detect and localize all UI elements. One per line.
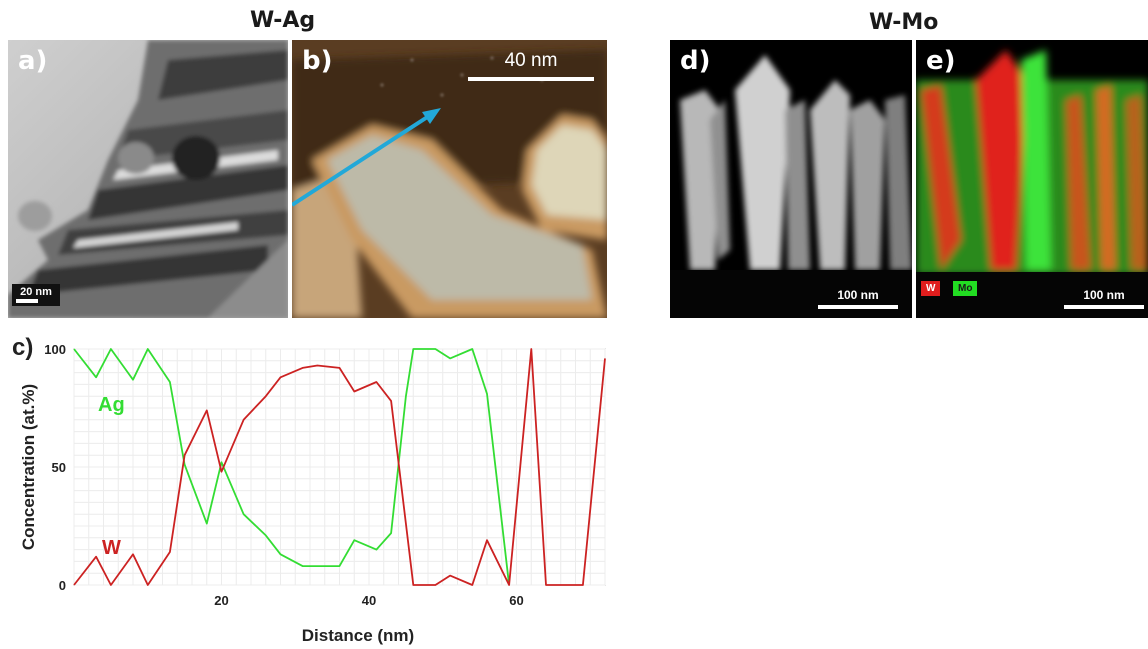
x-tick-label: 60 xyxy=(509,593,523,608)
panel-e-eds-map: e) W Mo 100 nm xyxy=(916,40,1148,318)
panel-e-label: e) xyxy=(926,46,956,76)
panel-d-label: d) xyxy=(680,46,711,76)
scale-label-b: 40 nm xyxy=(504,50,558,71)
x-tick-label: 40 xyxy=(362,593,376,608)
series-label-ag: Ag xyxy=(98,394,125,416)
panel-b-image: b) 40 nm xyxy=(292,40,607,318)
haadf-micrograph xyxy=(292,40,607,318)
profile-arrow-head xyxy=(422,108,441,124)
y-tick-label: 50 xyxy=(52,460,66,475)
scale-bar-b: 40 nm xyxy=(468,50,594,81)
chart-axes: 20 40 60 0 50 100 xyxy=(44,342,523,608)
x-tick-label: 20 xyxy=(214,593,228,608)
scale-label-e: 100 nm xyxy=(1083,288,1125,302)
scale-label-d: 100 nm xyxy=(837,288,879,302)
legend-w: W xyxy=(921,281,941,296)
w-mo-title: W-Mo xyxy=(869,10,939,35)
w-ag-title: W-Ag xyxy=(250,8,316,33)
chart-grid xyxy=(73,348,606,586)
concentration-profile-chart: c) 20 40 60 0 50 100 Ag W Distance (nm) Conce… xyxy=(12,334,606,645)
tem-micrograph xyxy=(8,40,288,318)
profile-arrow-line xyxy=(292,112,434,207)
series-line-ag xyxy=(73,348,510,586)
chart-series xyxy=(73,348,606,586)
eds-map-image xyxy=(916,50,1148,318)
series-label-w: W xyxy=(102,537,121,559)
panel-c-label: c) xyxy=(12,334,33,361)
y-tick-label: 100 xyxy=(44,342,66,357)
y-tick-label: 0 xyxy=(59,578,66,593)
panel-b-label: b) xyxy=(302,46,333,76)
series-line-w xyxy=(73,348,606,586)
y-axis-title: Concentration (at.%) xyxy=(19,384,38,550)
scale-bar-e: 100 nm xyxy=(1064,288,1144,309)
x-axis-title: Distance (nm) xyxy=(302,626,414,645)
scale-bar-d: 100 nm xyxy=(818,288,898,309)
panel-a-tem-image: a) 20 nm xyxy=(8,40,288,318)
scale-bar-a: 20 nm xyxy=(12,284,60,306)
scale-label-a: 20 nm xyxy=(20,286,52,298)
stem-micrograph xyxy=(670,55,912,318)
panel-d-image: d) 100 nm xyxy=(670,40,912,318)
legend-mo: Mo xyxy=(953,281,978,296)
panel-a-label: a) xyxy=(18,46,48,76)
